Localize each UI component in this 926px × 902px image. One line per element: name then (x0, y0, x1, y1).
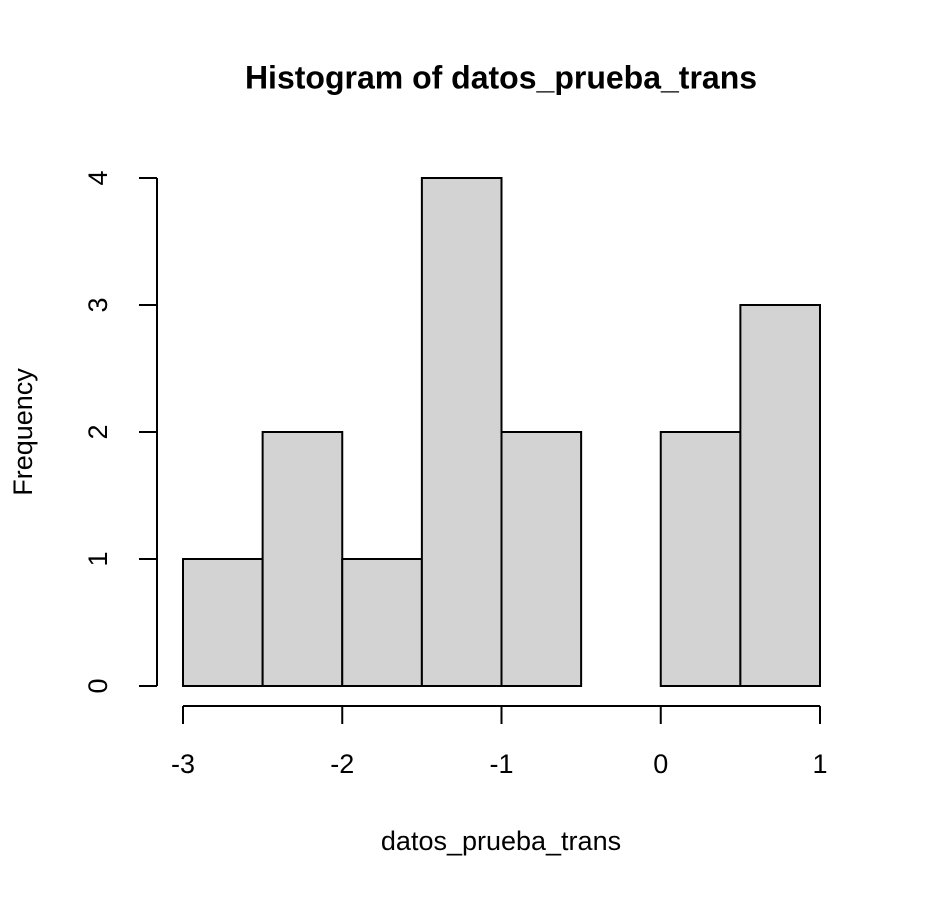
y-axis-label: Frequency (8, 368, 38, 496)
bar (261, 431, 344, 687)
y-tick-label: 2 (83, 424, 113, 439)
x-tick-label: -3 (171, 749, 195, 779)
y-tick-label: 1 (83, 551, 113, 566)
chart-title: Histogram of datos_prueba_trans (245, 59, 757, 95)
y-tick-label: 0 (83, 678, 113, 693)
bar (182, 558, 264, 687)
bar (341, 558, 423, 687)
y-tick-label: 4 (83, 170, 113, 185)
y-tick-label: 3 (83, 297, 113, 312)
x-tick-label: -1 (489, 749, 513, 779)
x-axis-label: datos_prueba_trans (381, 826, 621, 856)
x-tick-label: -2 (330, 749, 354, 779)
bar (659, 431, 742, 687)
x-tick-label: 1 (812, 749, 827, 779)
bar (739, 304, 821, 687)
bar (500, 431, 583, 687)
bar (420, 177, 503, 687)
x-tick-label: 0 (653, 749, 668, 779)
